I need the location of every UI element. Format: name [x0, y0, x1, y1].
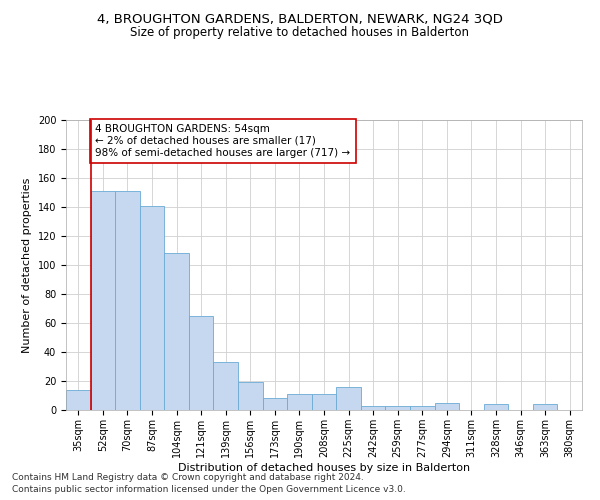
Bar: [533, 404, 557, 410]
Bar: [164, 254, 189, 410]
Bar: [361, 406, 385, 410]
Text: Contains HM Land Registry data © Crown copyright and database right 2024.: Contains HM Land Registry data © Crown c…: [12, 472, 364, 482]
Bar: [214, 362, 238, 410]
Bar: [140, 206, 164, 410]
Bar: [336, 387, 361, 410]
Bar: [434, 403, 459, 410]
Text: Contains public sector information licensed under the Open Government Licence v3: Contains public sector information licen…: [12, 485, 406, 494]
Text: 4, BROUGHTON GARDENS, BALDERTON, NEWARK, NG24 3QD: 4, BROUGHTON GARDENS, BALDERTON, NEWARK,…: [97, 12, 503, 26]
Bar: [312, 394, 336, 410]
Text: 4 BROUGHTON GARDENS: 54sqm
← 2% of detached houses are smaller (17)
98% of semi-: 4 BROUGHTON GARDENS: 54sqm ← 2% of detac…: [95, 124, 350, 158]
Bar: [263, 398, 287, 410]
Bar: [385, 406, 410, 410]
Y-axis label: Number of detached properties: Number of detached properties: [22, 178, 32, 352]
Bar: [91, 191, 115, 410]
Bar: [238, 382, 263, 410]
Bar: [410, 406, 434, 410]
Bar: [484, 404, 508, 410]
Text: Size of property relative to detached houses in Balderton: Size of property relative to detached ho…: [131, 26, 470, 39]
Bar: [189, 316, 214, 410]
Bar: [66, 390, 91, 410]
X-axis label: Distribution of detached houses by size in Balderton: Distribution of detached houses by size …: [178, 462, 470, 472]
Bar: [287, 394, 312, 410]
Bar: [115, 191, 140, 410]
